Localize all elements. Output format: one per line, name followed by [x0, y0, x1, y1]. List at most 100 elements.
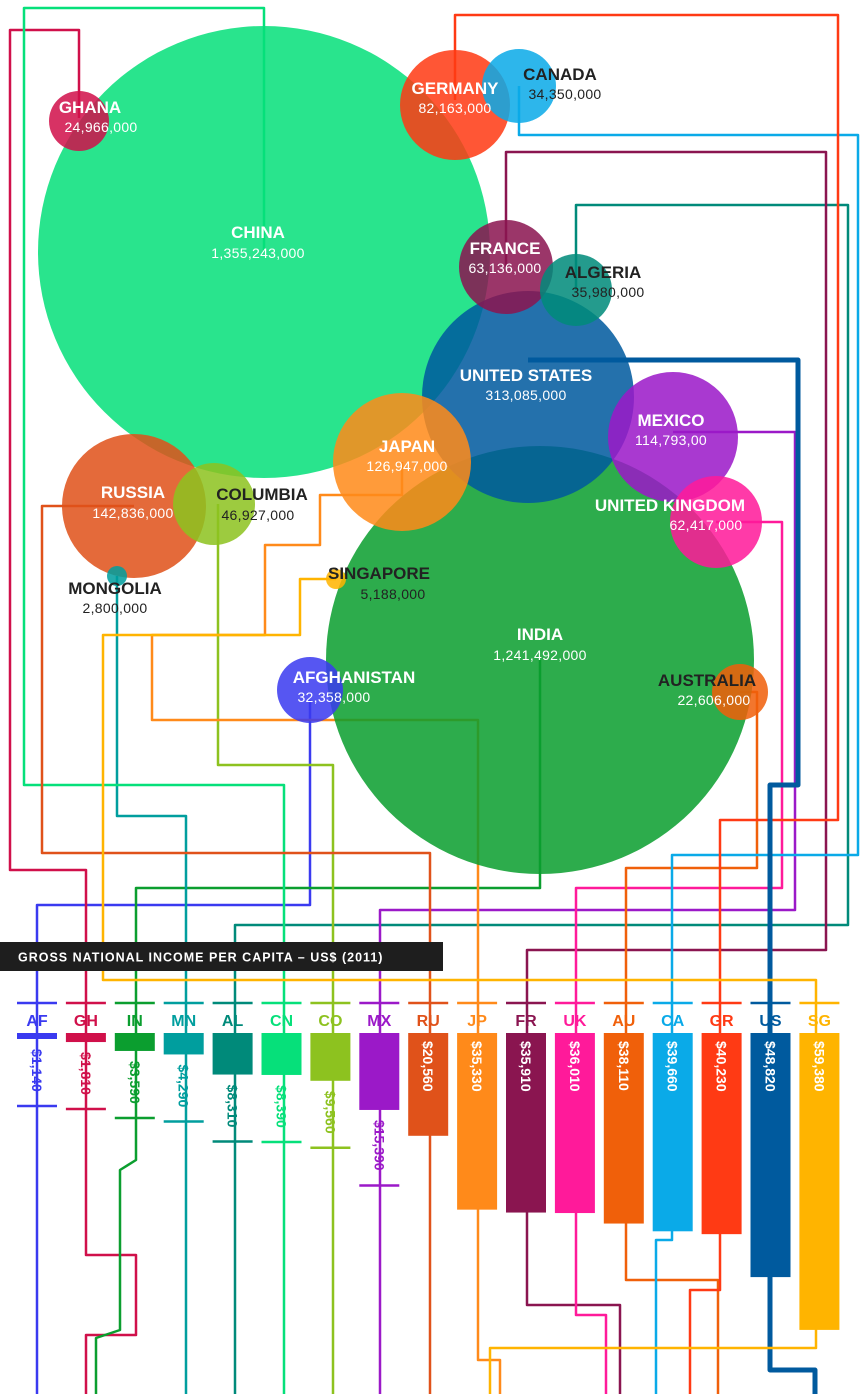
bubble-label-russia: RUSSIA [101, 483, 165, 502]
country-code-af: AF [26, 1013, 48, 1030]
bubble-canada [482, 49, 556, 123]
bubble-france [459, 220, 553, 314]
gni-bar-uk [554, 1033, 595, 1214]
gni-bar-gh [65, 1033, 106, 1043]
bubble-population-algeria: 35,980,000 [571, 284, 644, 300]
country-code-al: AL [222, 1013, 244, 1030]
bubble-label-china: CHINA [231, 223, 285, 242]
bubble-label-germany: GERMANY [412, 79, 500, 98]
gni-value-au: $38,110 [616, 1041, 632, 1091]
title-banner: GROSS NATIONAL INCOME PER CAPITA – US$ (… [0, 942, 443, 971]
bubble-population-china: 1,355,243,000 [211, 245, 304, 261]
bubble-population-japan: 126,947,000 [366, 458, 447, 474]
gni-bar-gr [701, 1033, 742, 1235]
country-code-gr: GR [710, 1013, 734, 1030]
bubble-population-mexico: 114,793,00 [635, 432, 707, 448]
gni-bar-co [310, 1033, 351, 1081]
gni-bar-al [212, 1033, 253, 1075]
bubble-population-afghanistan: 32,358,000 [297, 689, 370, 705]
connector-line-gr [453, 13, 840, 1394]
bubble-label-uk: UNITED KINGDOM [595, 496, 745, 515]
bubble-label-ghana: GHANA [59, 98, 121, 117]
bubble-label-australia: AUSTRALIA [658, 671, 756, 690]
bubble-columbia [173, 463, 255, 545]
bubble-label-canada: CANADA [523, 65, 597, 84]
gni-value-in: $3,590 [127, 1061, 143, 1104]
bubble-germany [400, 50, 510, 160]
country-code-cn: CN [270, 1013, 293, 1030]
bubble-population-columbia: 46,927,000 [221, 507, 294, 523]
country-code-mn: MN [171, 1013, 196, 1030]
country-code-ru: RU [417, 1013, 440, 1030]
gni-value-gh: $1,810 [78, 1052, 94, 1095]
country-code-mx: MX [367, 1013, 391, 1030]
gni-value-us: $48,820 [763, 1041, 779, 1092]
gni-value-cn: $8,390 [274, 1085, 290, 1128]
gni-bar-cn [261, 1033, 302, 1075]
gni-value-al: $8,310 [225, 1085, 241, 1128]
bubble-population-france: 63,136,000 [468, 260, 541, 276]
bubble-mongolia [107, 566, 127, 586]
chart-title: GROSS NATIONAL INCOME PER CAPITA – US$ (… [18, 951, 383, 965]
gni-value-mn: $4,290 [176, 1064, 192, 1107]
connector-line-ca [517, 86, 860, 1394]
country-code-uk: UK [563, 1013, 587, 1030]
country-code-ca: CA [661, 1013, 685, 1030]
gni-value-uk: $36,010 [567, 1041, 583, 1092]
gni-bar-mn [163, 1033, 204, 1055]
connector-line-mn [115, 576, 188, 1394]
country-code-gh: GH [74, 1013, 98, 1030]
gni-value-fr: $35,910 [518, 1041, 534, 1092]
bubble-afghanistan [277, 657, 343, 723]
bubble-population-india: 1,241,492,000 [493, 647, 586, 663]
bubble-label-japan: JAPAN [379, 437, 435, 456]
connector-line-us [528, 357, 818, 1394]
bubble-population-russia: 142,836,000 [92, 505, 173, 521]
bubble-russia [62, 434, 206, 578]
bubble-japan [333, 393, 471, 531]
country-code-sg: SG [808, 1013, 831, 1030]
bubble-singapore [326, 569, 346, 589]
bubble-population-mongolia: 2,800,000 [83, 600, 148, 616]
connector-line-uk [574, 520, 784, 1394]
gni-bar-jp [457, 1033, 498, 1210]
country-code-co: CO [318, 1013, 342, 1030]
gni-bars: AF $1,140 GH $1,810 IN $3,590 MN $4,290 AL $8,310… [17, 1001, 840, 1330]
bubble-population-uk: 62,417,000 [669, 517, 742, 533]
bubble-label-algeria: ALGERIA [565, 263, 642, 282]
bubble-population-canada: 34,350,000 [528, 86, 601, 102]
bubble-label-us: UNITED STATES [460, 366, 593, 385]
country-code-us: US [759, 1013, 782, 1030]
country-code-fr: FR [515, 1013, 537, 1030]
bubble-label-afghanistan: AFGHANISTAN [293, 668, 415, 687]
gni-bar-sg [799, 1033, 840, 1330]
connector-line-in [94, 660, 542, 1394]
gni-value-ca: $39,660 [665, 1041, 681, 1092]
gni-value-co: $9,560 [322, 1091, 338, 1134]
bubble-population-australia: 22,606,000 [677, 692, 750, 708]
bubble-labels: CHINA 1,355,243,000 INDIA 1,241,492,000 UNIT… [59, 65, 756, 708]
country-code-in: IN [127, 1013, 143, 1030]
bubble-label-mongolia: MONGOLIA [68, 579, 162, 598]
bubble-australia [712, 664, 768, 720]
gni-bar-au [603, 1033, 644, 1224]
bubble-population-germany: 82,163,000 [418, 100, 491, 116]
population-bubbles [38, 26, 768, 874]
gni-value-gr: $40,230 [714, 1041, 730, 1092]
gni-value-af: $1,140 [29, 1049, 45, 1092]
connector-line-sg [101, 577, 818, 1394]
gni-value-jp: $35,330 [469, 1041, 485, 1092]
gni-bar-ca [652, 1033, 693, 1232]
gni-bar-us [750, 1033, 791, 1278]
bubble-china [38, 26, 490, 478]
gni-bar-af [17, 1033, 57, 1039]
bubble-india [326, 446, 754, 874]
gni-bar-fr [506, 1033, 546, 1213]
gni-value-ru: $20,560 [420, 1041, 436, 1092]
title-banner-background [0, 942, 443, 971]
bubble-label-columbia: COLUMBIA [216, 485, 308, 504]
connector-line-af [35, 700, 312, 1394]
gni-value-sg: $59,380 [811, 1041, 827, 1092]
country-code-au: AU [612, 1013, 635, 1030]
bubble-label-india: INDIA [517, 625, 563, 644]
